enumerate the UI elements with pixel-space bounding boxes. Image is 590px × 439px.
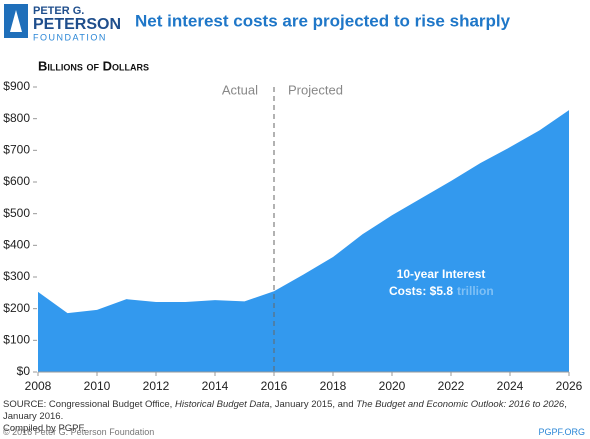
- x-tick-label: 2026: [556, 379, 583, 393]
- x-tick-label: 2014: [202, 379, 229, 393]
- annotation: Actual: [222, 82, 258, 97]
- x-tick-label: 2020: [379, 379, 406, 393]
- x-tick-label: 2010: [84, 379, 111, 393]
- x-tick-label: 2016: [261, 379, 288, 393]
- annotation: Projected: [288, 82, 343, 97]
- source-compiled: Compiled by PGPF.: [3, 423, 86, 434]
- chart-title: Net interest costs are projected to rise…: [135, 11, 511, 30]
- x-tick-label: 2018: [320, 379, 347, 393]
- annotation: trillion: [457, 284, 494, 298]
- y-tick-label: $200: [3, 301, 30, 315]
- x-tick-label: 2012: [143, 379, 170, 393]
- y-tick-label: $0: [17, 364, 31, 378]
- logo-flame: [10, 10, 22, 32]
- source: SOURCE: Congressional Budget Office, His…: [3, 399, 587, 435]
- x-tick-label: 2008: [25, 379, 52, 393]
- logo-line: PETER G.: [33, 5, 84, 17]
- source-part: , January 2015, and: [269, 399, 357, 410]
- x-tick-label: 2024: [497, 379, 524, 393]
- y-tick-label: $700: [3, 143, 30, 157]
- y-tick-label: $400: [3, 238, 30, 252]
- y-tick-label: $600: [3, 174, 30, 188]
- area: [38, 110, 569, 372]
- y-tick-label: $100: [3, 333, 30, 347]
- y-tick-label: $300: [3, 269, 30, 283]
- source-part: Historical Budget Data: [174, 399, 270, 410]
- chart-subtitle: Billions of Dollars: [38, 58, 149, 73]
- copyright: © 2016 Peter G. Peterson Foundation: [3, 427, 155, 437]
- y-tick-label: $500: [3, 206, 30, 220]
- x-tick-label: 2022: [438, 379, 465, 393]
- y-tick-label: $800: [3, 111, 30, 125]
- annotation: 10-year Interest: [397, 267, 486, 281]
- source-part: SOURCE: Congressional Budget Office,: [3, 399, 175, 410]
- logo-line: FOUNDATION: [33, 32, 107, 42]
- source-text: SOURCE: Congressional Budget Office, His…: [3, 399, 567, 422]
- site-link: PGPF.ORG: [538, 427, 585, 437]
- logo-line: PETERSON: [33, 16, 121, 33]
- logo: PETER G. PETERSON FOUNDATION: [4, 4, 121, 42]
- y-tick-label: $900: [3, 79, 30, 93]
- source-part: , January 2016.: [3, 399, 567, 422]
- source-part: The Budget and Economic Outlook: 2016 to…: [356, 399, 565, 410]
- annotation: Costs: $5.8: [389, 284, 453, 298]
